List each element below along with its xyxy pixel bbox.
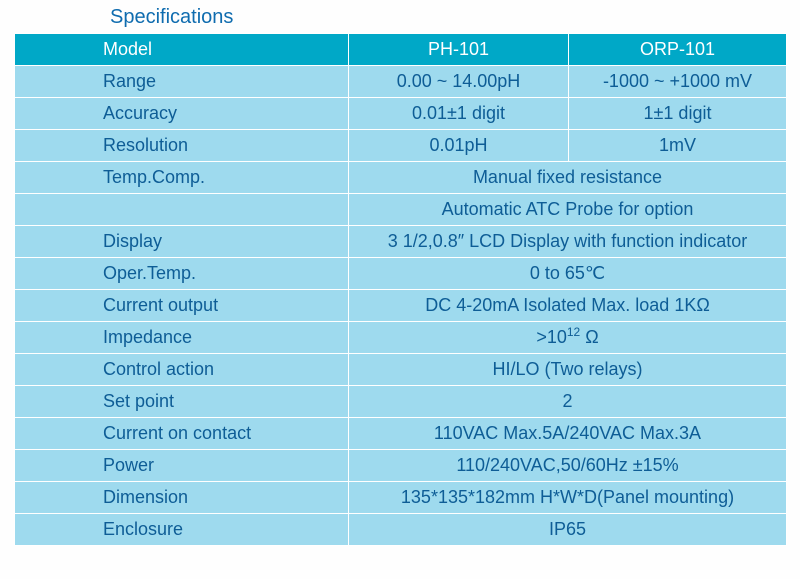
row-value-b: -1000 ~ +1000 mV <box>569 66 787 98</box>
row-value-b: 1±1 digit <box>569 98 787 130</box>
table-row: Enclosure IP65 <box>15 514 787 546</box>
col-model-b-header: ORP-101 <box>569 34 787 66</box>
row-value-a: 0.01±1 digit <box>349 98 569 130</box>
row-label: Enclosure <box>15 514 349 546</box>
row-label: Accuracy <box>15 98 349 130</box>
row-label-blank <box>15 194 349 226</box>
table-row-continuation: Automatic ATC Probe for option <box>15 194 787 226</box>
row-value-merged: 2 <box>349 386 787 418</box>
table-row: Range 0.00 ~ 14.00pH -1000 ~ +1000 mV <box>15 66 787 98</box>
table-row: Current on contact 110VAC Max.5A/240VAC … <box>15 418 787 450</box>
table-row: Current output DC 4-20mA Isolated Max. l… <box>15 290 787 322</box>
row-value-merged: 3 1/2,0.8″ LCD Display with function ind… <box>349 226 787 258</box>
spec-table: Model PH-101 ORP-101 Range 0.00 ~ 14.00p… <box>14 33 787 546</box>
row-label: Control action <box>15 354 349 386</box>
table-row: Accuracy 0.01±1 digit 1±1 digit <box>15 98 787 130</box>
row-value-merged: 110/240VAC,50/60Hz ±15% <box>349 450 787 482</box>
table-row: Set point 2 <box>15 386 787 418</box>
row-value-b: 1mV <box>569 130 787 162</box>
row-label: Range <box>15 66 349 98</box>
spec-title: Specifications <box>14 4 786 33</box>
row-label: Current output <box>15 290 349 322</box>
row-value-merged: >1012 Ω <box>349 322 787 354</box>
row-label: Dimension <box>15 482 349 514</box>
row-value-merged: 0 to 65℃ <box>349 258 787 290</box>
col-model-a-header: PH-101 <box>349 34 569 66</box>
row-label: Set point <box>15 386 349 418</box>
row-label: Impedance <box>15 322 349 354</box>
row-label: Temp.Comp. <box>15 162 349 194</box>
row-value-merged: Manual fixed resistance <box>349 162 787 194</box>
row-label: Current on contact <box>15 418 349 450</box>
row-value-merged: IP65 <box>349 514 787 546</box>
col-label-header: Model <box>15 34 349 66</box>
row-value-merged: 110VAC Max.5A/240VAC Max.3A <box>349 418 787 450</box>
row-value-a: 0.00 ~ 14.00pH <box>349 66 569 98</box>
row-label: Resolution <box>15 130 349 162</box>
row-value-merged: 135*135*182mm H*W*D(Panel mounting) <box>349 482 787 514</box>
row-value-merged: HI/LO (Two relays) <box>349 354 787 386</box>
table-row: Impedance >1012 Ω <box>15 322 787 354</box>
table-row: Power 110/240VAC,50/60Hz ±15% <box>15 450 787 482</box>
table-row: Control action HI/LO (Two relays) <box>15 354 787 386</box>
table-row: Resolution 0.01pH 1mV <box>15 130 787 162</box>
spec-sheet: Specifications Model PH-101 ORP-101 Rang… <box>0 0 800 554</box>
row-value-merged: Automatic ATC Probe for option <box>349 194 787 226</box>
row-label: Oper.Temp. <box>15 258 349 290</box>
table-header-row: Model PH-101 ORP-101 <box>15 34 787 66</box>
row-value-a: 0.01pH <box>349 130 569 162</box>
table-row: Temp.Comp. Manual fixed resistance <box>15 162 787 194</box>
table-row: Oper.Temp. 0 to 65℃ <box>15 258 787 290</box>
row-value-merged: DC 4-20mA Isolated Max. load 1KΩ <box>349 290 787 322</box>
row-label: Display <box>15 226 349 258</box>
table-row: Dimension 135*135*182mm H*W*D(Panel moun… <box>15 482 787 514</box>
row-label: Power <box>15 450 349 482</box>
table-row: Display 3 1/2,0.8″ LCD Display with func… <box>15 226 787 258</box>
